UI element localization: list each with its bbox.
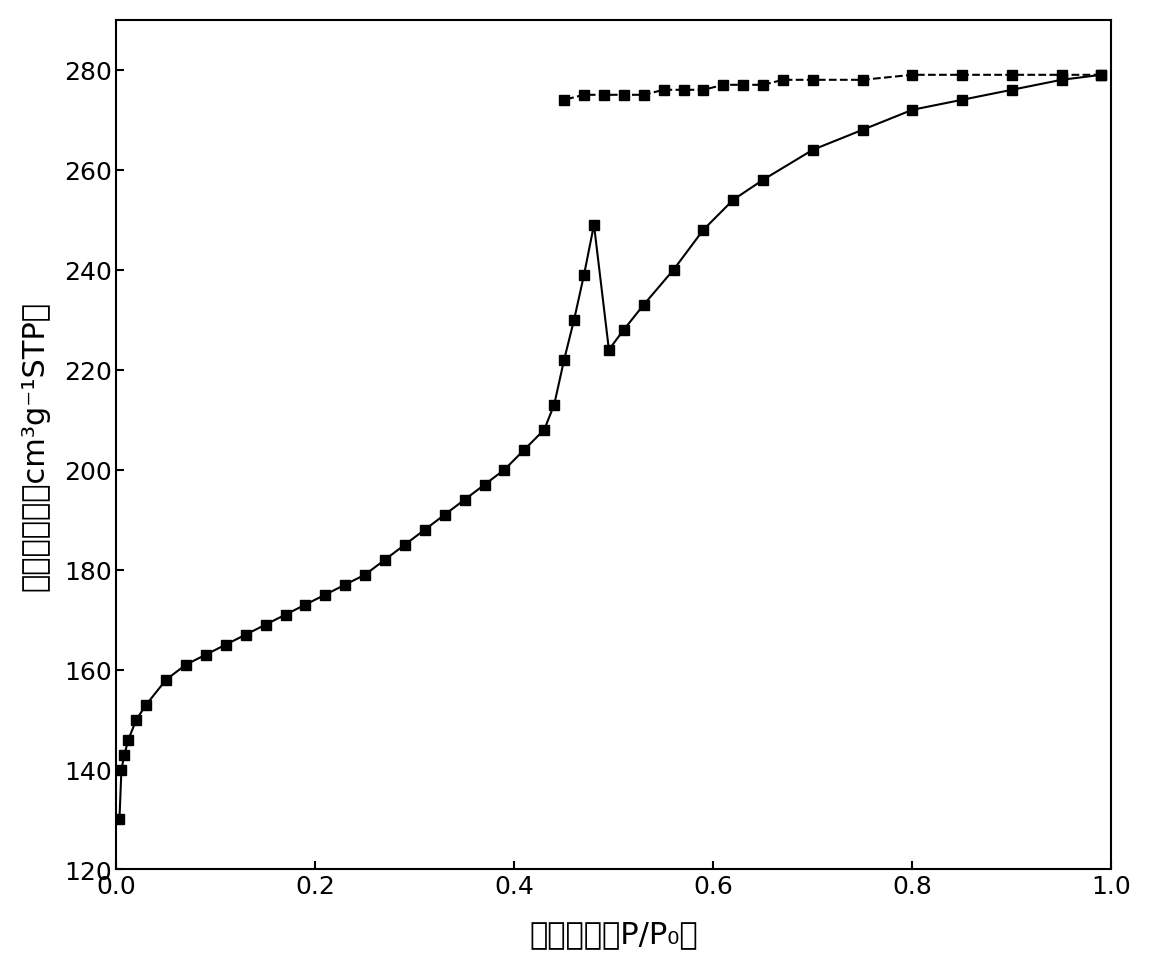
- Y-axis label: 体积吸附量（cm³g⁻¹STP）: 体积吸附量（cm³g⁻¹STP）: [21, 300, 50, 590]
- X-axis label: 相对压力（P/P₀）: 相对压力（P/P₀）: [530, 920, 698, 949]
